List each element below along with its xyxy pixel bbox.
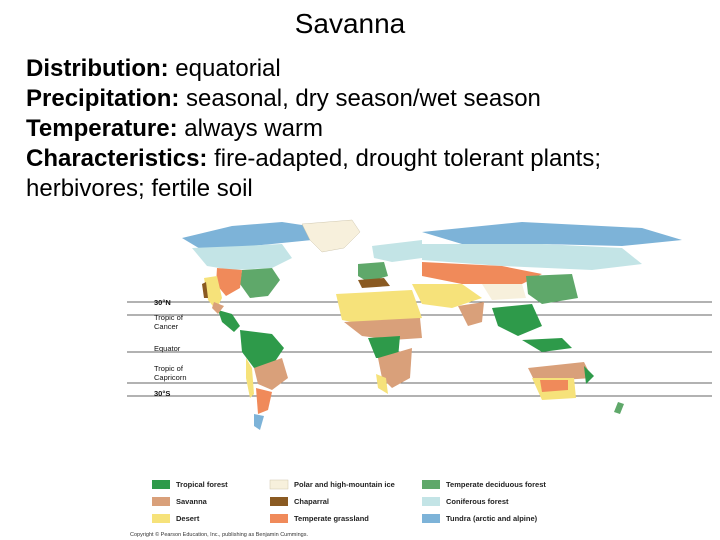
characteristics-line-2: herbivores; fertile soil <box>26 174 716 204</box>
eu-deciduous <box>358 262 388 282</box>
legend-coniferous: Coniferous forest <box>446 497 509 506</box>
characteristics-label: Characteristics: <box>26 145 208 172</box>
biome-legend: Tropical forest Savanna Desert Polar and… <box>152 479 546 523</box>
na-savanna <box>212 302 224 314</box>
as-tundra <box>422 222 682 246</box>
temperature-line: Temperature: always warm <box>26 114 716 144</box>
characteristics-line: Characteristics: fire-adapted, drought t… <box>26 144 716 174</box>
europe <box>358 240 422 288</box>
au-grassland <box>540 380 568 392</box>
characteristics-text: fire-adapted, drought tolerant plants; <box>207 145 602 172</box>
legend-swatch-chaparral <box>270 497 288 506</box>
tropic-cancer-label-2: Cancer <box>154 322 179 331</box>
asia <box>412 222 682 352</box>
af-savanna-south <box>378 348 412 388</box>
precipitation-text: seasonal, dry season/wet season <box>179 85 541 112</box>
as-ice <box>482 284 526 300</box>
legend-grassland: Temperate grassland <box>294 514 369 523</box>
slide-body: Distribution: equatorial Precipitation: … <box>26 54 716 204</box>
as-desert <box>412 284 482 308</box>
legend-desert: Desert <box>176 514 200 523</box>
legend-swatch-desert <box>152 514 170 523</box>
as-deciduous <box>526 274 578 304</box>
north-america <box>182 222 322 332</box>
as-tropical-islands <box>522 338 572 352</box>
distribution-line: Distribution: equatorial <box>26 54 716 84</box>
legend-swatch-ice <box>269 479 289 490</box>
lat-30n-label: 30°N <box>154 298 171 307</box>
sa-tropical <box>240 330 284 368</box>
temperature-label: Temperature: <box>26 115 178 142</box>
na-coniferous <box>192 244 292 270</box>
af-desert-south <box>376 374 388 394</box>
eu-coniferous <box>372 240 422 262</box>
na-grassland <box>216 268 242 296</box>
distribution-label: Distribution: <box>26 55 169 82</box>
australia <box>528 362 594 400</box>
precipitation-line: Precipitation: seasonal, dry season/wet … <box>26 84 716 114</box>
as-tropical <box>492 304 542 336</box>
af-desert <box>336 290 422 326</box>
biome-map-figure: 30°N Tropic of Cancer Equator Tropic of … <box>122 218 720 540</box>
africa <box>336 290 422 394</box>
legend-tropical-forest: Tropical forest <box>176 480 228 489</box>
equator-label: Equator <box>154 344 181 353</box>
precipitation-label: Precipitation: <box>26 85 180 112</box>
legend-swatch-deciduous <box>422 480 440 489</box>
characteristics-text-2: herbivores; fertile soil <box>26 175 253 202</box>
sa-grassland <box>256 388 272 414</box>
legend-savanna: Savanna <box>176 497 208 506</box>
tropic-capricorn-label-1: Tropic of <box>154 364 184 373</box>
au-tropical <box>584 366 594 384</box>
legend-swatch-savanna <box>152 497 170 506</box>
tropic-capricorn-label-2: Capricorn <box>154 373 187 382</box>
legend-tundra: Tundra (arctic and alpine) <box>446 514 538 523</box>
na-desert <box>204 276 222 310</box>
new-zealand <box>614 402 624 414</box>
south-america <box>240 330 288 430</box>
legend-ice: Polar and high-mountain ice <box>294 480 395 489</box>
legend-swatch-tropical-forest <box>152 480 170 489</box>
na-chaparral <box>202 282 208 298</box>
eu-chaparral <box>358 278 390 288</box>
legend-swatch-tundra <box>422 514 440 523</box>
greenland <box>301 219 361 253</box>
as-coniferous <box>422 244 642 270</box>
copyright-credit: Copyright © Pearson Education, Inc., pub… <box>130 531 308 538</box>
temperature-text: always warm <box>177 115 323 142</box>
distribution-text: equatorial <box>168 55 281 82</box>
lat-30s-label: 30°S <box>154 389 170 398</box>
sa-desert <box>246 358 254 398</box>
world-biome-map: 30°N Tropic of Cancer Equator Tropic of … <box>127 219 712 538</box>
au-savanna <box>528 362 592 380</box>
legend-swatch-coniferous <box>422 497 440 506</box>
slide-title: Savanna <box>294 8 406 39</box>
af-tropical <box>368 336 400 358</box>
as-grassland <box>422 262 542 284</box>
legend-chaparral: Chaparral <box>294 497 329 506</box>
na-tropical <box>218 310 240 332</box>
sa-savanna <box>254 358 288 390</box>
legend-swatch-grassland <box>270 514 288 523</box>
na-deciduous <box>240 268 280 298</box>
legend-deciduous: Temperate deciduous forest <box>446 480 546 489</box>
as-savanna-india <box>458 302 484 326</box>
tropic-cancer-label-1: Tropic of <box>154 313 184 322</box>
af-savanna <box>344 318 422 340</box>
sa-tundra-tip <box>254 414 264 430</box>
na-tundra <box>182 222 322 250</box>
